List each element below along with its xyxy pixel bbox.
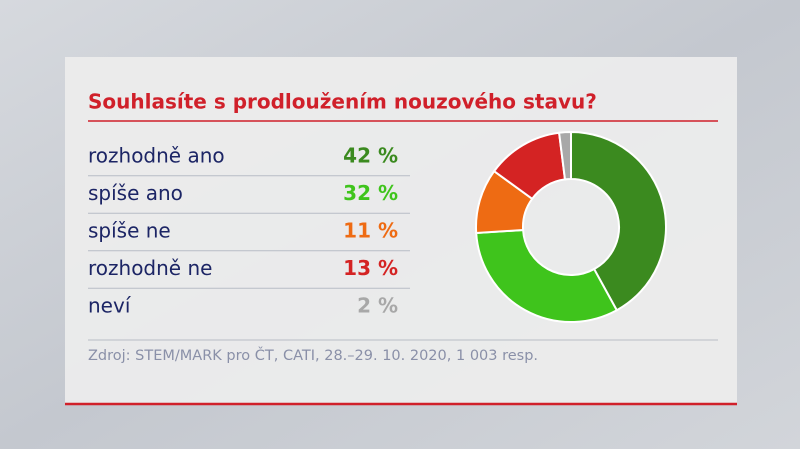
value-label: 2 % [357,294,398,318]
source: Zdroj: STEM/MARK pro ČT, CATI, 28.–29. 1… [88,346,538,364]
chart-title: Souhlasíte s prodloužením nouzového stav… [88,90,597,114]
value-label: 11 % [343,219,398,243]
value-label: 13 % [343,256,398,280]
donut-segment [570,130,667,312]
legend-label: spíše ne [88,219,171,243]
legend-label: spíše ano [88,181,183,205]
legend-label: neví [88,294,132,318]
donut-segment [557,130,572,181]
value-label: 32 % [343,181,398,205]
donut-segment [475,228,619,323]
value-label: 42 % [343,144,398,168]
legend-label: rozhodně ne [88,256,212,280]
legend-label: rozhodně ano [88,144,225,168]
